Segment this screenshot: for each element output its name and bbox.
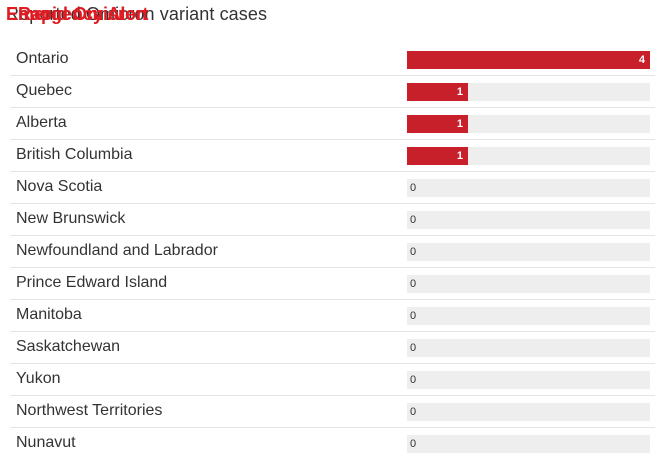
bar-track: 0 — [407, 179, 650, 197]
value-label: 0 — [410, 182, 417, 194]
chart-title: Reported Omicron variant cases — [6, 4, 268, 24]
bar-track: 0 — [407, 371, 650, 389]
value-label: 0 — [410, 310, 417, 322]
category-label: Manitoba — [16, 306, 82, 323]
chart-row: Ontario 4 — [10, 44, 655, 76]
bar-track: 0 — [407, 307, 650, 325]
chart-row: Nova Scotia 0 — [10, 172, 655, 204]
bar-track: 0 — [407, 243, 650, 261]
bar — [407, 115, 468, 133]
value-label: 0 — [410, 406, 417, 418]
bar-chart: Ontario 4 Quebec 1 Alberta 1 British Columbia 1… — [10, 44, 655, 460]
chart-header: Reported Omicron variant cases Emergency… — [6, 4, 646, 28]
value-label: 1 — [456, 86, 463, 98]
value-label: 0 — [410, 278, 417, 290]
value-label: 0 — [410, 246, 417, 258]
chart-row: Quebec 1 — [10, 76, 655, 108]
bar-track: 0 — [407, 435, 650, 453]
value-label: 0 — [410, 214, 417, 226]
category-label: New Brunswick — [16, 210, 126, 227]
chart-row: Prince Edward Island 0 — [10, 268, 655, 300]
bar-track: 0 — [407, 211, 650, 229]
bar-track: 1 — [407, 147, 650, 165]
chart-row: British Columbia 1 — [10, 140, 655, 172]
chart-row: Nunavut 0 — [10, 428, 655, 460]
chart-row: Yukon 0 — [10, 364, 655, 396]
category-label: Northwest Territories — [16, 402, 163, 419]
bar-track: 1 — [407, 83, 650, 101]
chart-row: Newfoundland and Labrador 0 — [10, 236, 655, 268]
chart-row: Alberta 1 — [10, 108, 655, 140]
overlay-text-1: Emergency Alert — [6, 4, 149, 24]
value-label: 1 — [456, 118, 463, 130]
category-label: Alberta — [16, 114, 67, 131]
category-label: Nunavut — [16, 434, 76, 451]
value-label: 0 — [410, 342, 417, 354]
value-label: 1 — [456, 150, 463, 162]
bar-track: 0 — [407, 275, 650, 293]
bar — [407, 51, 650, 69]
chart-row: Manitoba 0 — [10, 300, 655, 332]
bar — [407, 83, 468, 101]
category-label: Quebec — [16, 82, 73, 99]
category-label: Nova Scotia — [16, 178, 103, 195]
overlay-text-2: Rapid Omicron — [18, 4, 148, 24]
category-label: British Columbia — [16, 146, 133, 163]
category-label: Newfoundland and Labrador — [16, 242, 218, 259]
bar-track: 1 — [407, 115, 650, 133]
bar-track: 4 — [407, 51, 650, 69]
chart-row: Saskatchewan 0 — [10, 332, 655, 364]
category-label: Prince Edward Island — [16, 274, 168, 291]
category-label: Ontario — [16, 50, 69, 67]
category-label: Saskatchewan — [16, 338, 121, 355]
value-label: 4 — [638, 54, 645, 66]
category-label: Yukon — [16, 370, 61, 387]
value-label: 0 — [410, 438, 417, 450]
bar-track: 0 — [407, 403, 650, 421]
value-label: 0 — [410, 374, 417, 386]
chart-row: New Brunswick 0 — [10, 204, 655, 236]
bar-track: 0 — [407, 339, 650, 357]
chart-row: Northwest Territories 0 — [10, 396, 655, 428]
bar — [407, 147, 468, 165]
